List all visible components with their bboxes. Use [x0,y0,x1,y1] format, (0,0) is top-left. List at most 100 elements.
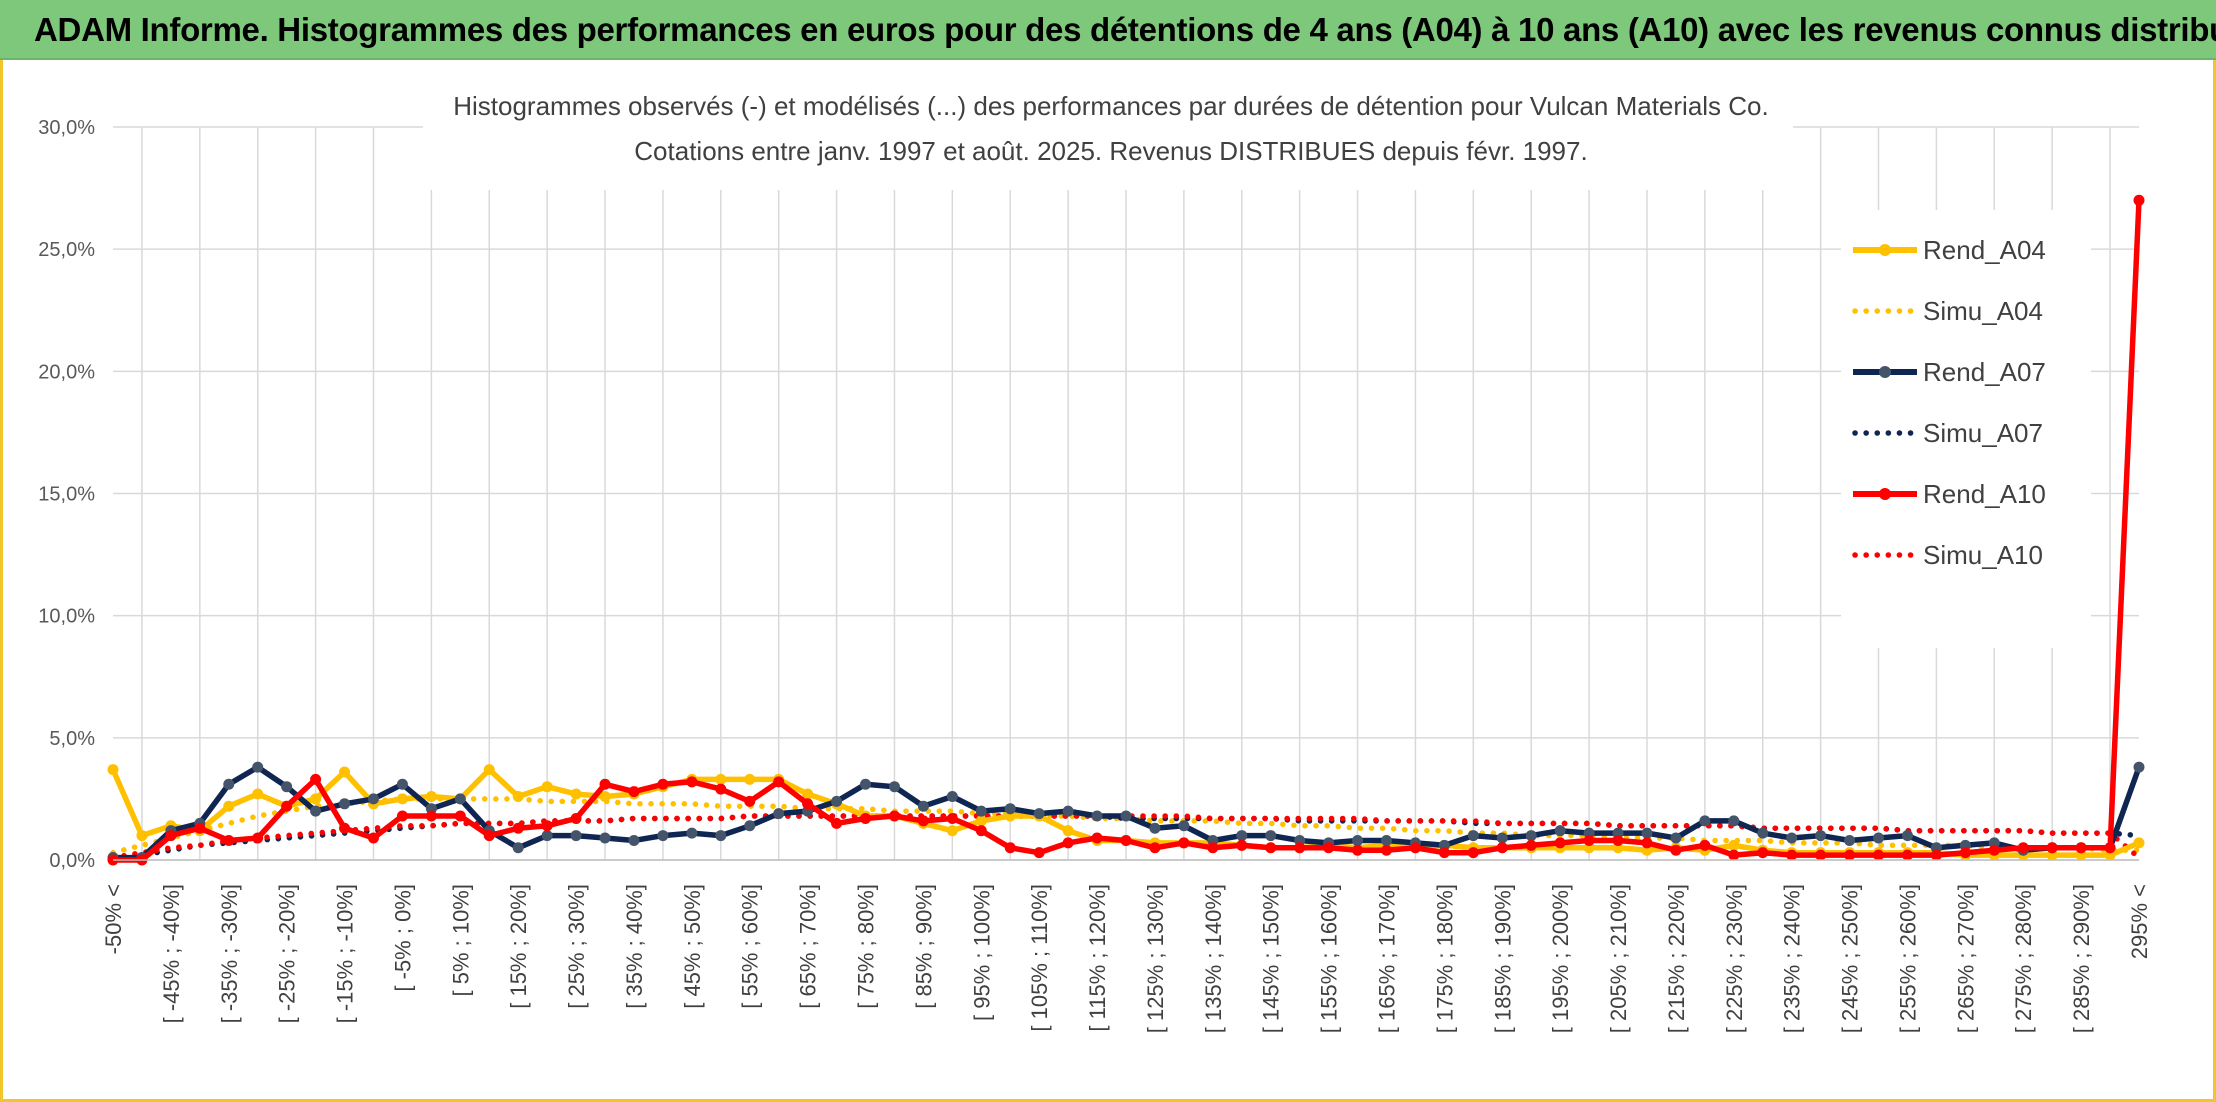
x-tick-label: [ 215% ; 220%] [1664,884,1689,1033]
y-tick-label: 30,0% [38,117,95,139]
data-point [628,834,640,846]
data-point [425,790,437,802]
chart-title-line-2: Cotations entre janv. 1997 et août. 2025… [634,136,1587,166]
chart-legend: Rend_A04 Simu_A04 Rend_A07 Simu_A07 Rend_A10… [1841,210,2091,648]
data-point [917,800,929,812]
x-tick-label: [ 55% ; 60%] [738,884,763,1009]
data-point [831,795,843,807]
x-tick-label: [ 135% ; 140%] [1201,884,1226,1033]
legend-label: Rend_A04 [1923,235,2046,265]
data-point [1467,847,1479,859]
data-point [1236,839,1248,851]
data-point [570,830,582,842]
data-point [657,830,669,842]
data-point [1583,834,1595,846]
data-point [339,798,351,810]
data-point [802,798,814,810]
data-point [541,820,553,832]
data-point [1178,837,1190,849]
x-tick-label: [ 155% ; 160%] [1317,884,1342,1033]
data-point [1757,847,1769,859]
data-point [1438,847,1450,859]
report-title: ADAM Informe. Histogrammes des performan… [34,11,2216,48]
y-tick-label: 10,0% [38,606,95,628]
data-point [686,827,698,839]
data-point [1554,837,1566,849]
data-point [1670,832,1682,844]
data-point [2104,842,2116,854]
data-point [252,788,264,800]
data-point [223,834,235,846]
data-point [367,832,379,844]
data-point [310,773,322,785]
data-point [1873,832,1885,844]
data-point [310,793,322,805]
legend-label: Simu_A10 [1923,540,2043,570]
data-point [1699,815,1711,827]
x-tick-label: [ 25% ; 30%] [564,884,589,1009]
data-point [1352,844,1364,856]
data-point [1062,837,1074,849]
data-point [1323,842,1335,854]
data-point [107,764,119,776]
data-point [2075,842,2087,854]
legend-marker [1879,488,1891,500]
data-point [1699,839,1711,851]
x-tick-label: [ 35% ; 40%] [622,884,647,1009]
data-point [1004,803,1016,815]
x-tick-label: 295% < [2127,884,2152,959]
data-point [1120,810,1132,822]
data-point [1091,810,1103,822]
data-point [2133,761,2145,773]
data-point [888,810,900,822]
x-tick-label: [ 95% ; 100%] [969,884,994,1021]
legend-label: Simu_A07 [1923,418,2043,448]
x-tick-label: [ 145% ; 150%] [1259,884,1284,1033]
legend-item-simu-a04: Simu_A04 [1852,296,2043,326]
data-point [512,842,524,854]
data-point [570,788,582,800]
x-tick-label: [ 105% ; 110%] [1027,884,1052,1032]
data-point [744,820,756,832]
data-point [2046,842,2058,854]
data-point [744,795,756,807]
data-point [599,790,611,802]
data-point [917,815,929,827]
y-tick-label: 20,0% [38,361,95,383]
legend-label: Simu_A04 [1923,296,2043,326]
data-point [252,761,264,773]
x-tick-label: [ 45% ; 50%] [680,884,705,1009]
data-point [1728,839,1740,851]
data-point [136,830,148,842]
data-point [1409,842,1421,854]
data-point [1959,847,1971,859]
data-point [454,810,466,822]
data-point [1641,827,1653,839]
legend-marker [1879,366,1891,378]
data-point [1380,834,1392,846]
chart-title-area: Histogrammes observés (-) et modélisés (… [423,80,1793,190]
x-tick-label: [ 5% ; 10%] [448,884,473,997]
x-tick-label: [ -25% ; -20%] [275,884,300,1023]
axis-layer: 0,0% 5,0% 10,0% 15,0% 20,0% 25,0% 30,0% -50% < [… [38,117,2152,1033]
data-point [483,764,495,776]
legend-label: Rend_A07 [1923,357,2046,387]
data-point [1815,830,1827,842]
legend-item-rend-a04: Rend_A04 [1853,235,2046,265]
data-point [483,830,495,842]
x-tick-label: [ 265% ; 270%] [1953,884,1978,1033]
data-point [512,790,524,802]
data-point [223,800,235,812]
data-point [686,776,698,788]
data-point [1496,832,1508,844]
data-point [1467,830,1479,842]
data-point [1033,847,1045,859]
data-point [628,786,640,798]
data-point [1612,834,1624,846]
data-point [1525,830,1537,842]
data-point [975,805,987,817]
x-tick-label: [ 85% ; 90%] [911,884,936,1009]
data-point [367,793,379,805]
x-tick-label: [ 245% ; 250%] [1838,884,1863,1033]
chart-frame: Histogrammes observés (-) et modélisés (… [0,60,2216,1102]
